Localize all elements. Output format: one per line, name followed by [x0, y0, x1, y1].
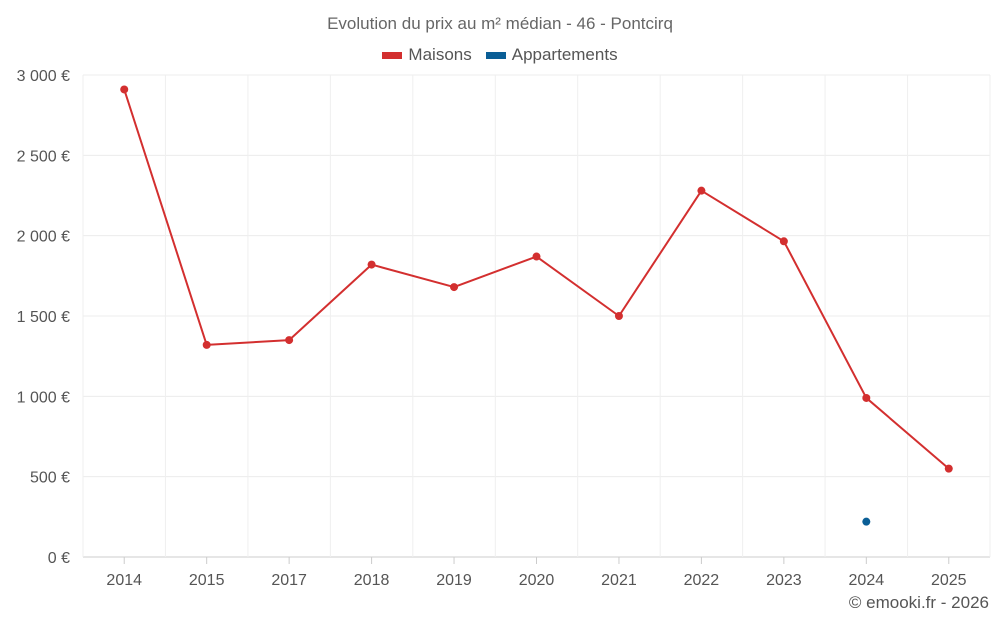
- x-tick-label: 2023: [766, 572, 802, 589]
- y-tick-label: 2 500 €: [17, 148, 70, 165]
- y-tick-label: 500 €: [30, 470, 70, 487]
- x-tick-label: 2021: [601, 572, 637, 589]
- y-tick-label: 2 000 €: [17, 229, 70, 246]
- x-tick-label: 2017: [271, 572, 307, 589]
- credit-text: © emooki.fr - 2026: [848, 593, 989, 612]
- data-point-maisons: [120, 85, 129, 94]
- y-tick-label: 0 €: [48, 550, 70, 567]
- legend-label-appartements: Appartements: [511, 45, 618, 64]
- data-point-appartements: [862, 517, 871, 526]
- data-point-maisons: [450, 283, 459, 292]
- x-tick-label: 2025: [931, 572, 967, 589]
- chart-legend: Maisons Appartements: [0, 45, 1000, 65]
- x-tick-label: 2015: [189, 572, 225, 589]
- data-point-maisons: [862, 393, 871, 402]
- y-tick-label: 3 000 €: [17, 68, 70, 85]
- legend-item-appartements[interactable]: Appartements: [485, 45, 618, 65]
- y-tick-label: 1 000 €: [17, 389, 70, 406]
- chart-title: Evolution du prix au m² médian - 46 - Po…: [327, 14, 673, 33]
- data-point-maisons: [367, 260, 376, 269]
- data-point-maisons: [532, 252, 541, 261]
- data-point-maisons: [779, 237, 788, 246]
- x-tick-label: 2022: [684, 572, 720, 589]
- data-point-maisons: [697, 186, 706, 195]
- legend-swatch-appartements: [485, 51, 506, 59]
- data-point-maisons: [614, 312, 623, 320]
- x-tick-label: 2019: [436, 572, 472, 589]
- legend-swatch-maisons: [382, 51, 403, 59]
- x-tick-label: 2014: [106, 572, 142, 589]
- legend-item-maisons[interactable]: Maisons: [382, 45, 472, 65]
- x-tick-label: 2024: [849, 572, 885, 589]
- x-tick-label: 2020: [519, 572, 555, 589]
- data-point-maisons: [285, 336, 294, 345]
- data-point-maisons: [944, 464, 953, 473]
- legend-label-maisons: Maisons: [408, 45, 472, 64]
- y-tick-label: 1 500 €: [17, 309, 70, 326]
- x-tick-label: 2018: [354, 572, 390, 589]
- data-point-maisons: [202, 340, 211, 349]
